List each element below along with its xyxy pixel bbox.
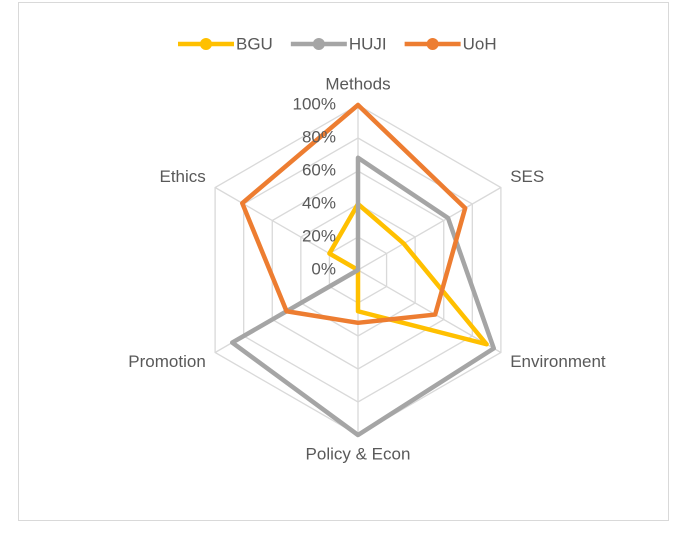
series-line [327, 201, 489, 347]
category-label: Ethics [159, 167, 205, 186]
r-tick-label: 100% [293, 94, 336, 113]
category-label: Environment [510, 352, 606, 371]
r-tick-label: 60% [302, 160, 336, 179]
r-tick-label: 20% [302, 226, 336, 245]
r-tick-label: 0% [311, 259, 336, 278]
legend-label: BGU [236, 34, 273, 53]
r-tick-label: 80% [302, 127, 336, 146]
category-label: Policy & Econ [306, 444, 411, 463]
category-label: Methods [325, 74, 390, 93]
series-line [230, 155, 496, 438]
category-label: Promotion [128, 352, 205, 371]
legend-marker [426, 38, 439, 50]
legend-label: HUJI [349, 34, 387, 53]
legend-label: UoH [463, 34, 497, 53]
legend-marker [200, 38, 212, 50]
spoke [357, 186, 502, 271]
legend-marker [312, 38, 325, 50]
series-line [240, 102, 468, 326]
r-tick-label: 40% [302, 193, 336, 212]
category-label: SES [510, 167, 544, 186]
spoke [357, 269, 502, 354]
